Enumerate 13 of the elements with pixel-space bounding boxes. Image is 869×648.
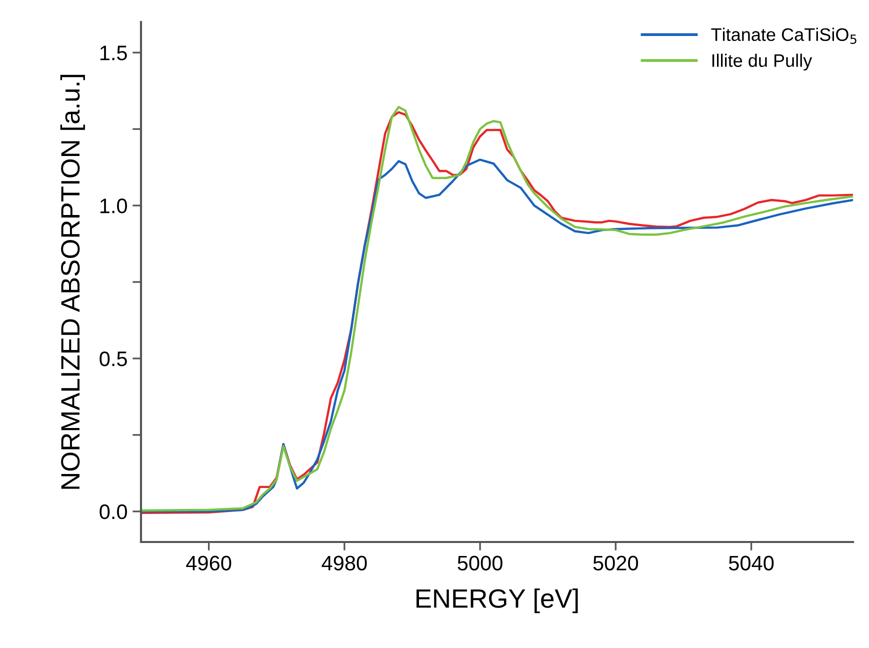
y-axis-title: NORMALIZED ABSORPTION [a.u.] bbox=[60, 74, 85, 489]
y-tick-label: 0.5 bbox=[100, 351, 127, 366]
x-axis-title: ENERGY [eV] bbox=[416, 588, 578, 614]
y-tick-label: 1.0 bbox=[100, 198, 127, 214]
x-tick-label: 4960 bbox=[186, 556, 232, 570]
y-tick-label: 1.5 bbox=[100, 46, 127, 60]
x-tick-label: 5040 bbox=[728, 556, 774, 570]
x-tick-label: 5020 bbox=[593, 556, 638, 570]
legend-label: Illite du Pully bbox=[712, 54, 812, 71]
x-tick-label: 4980 bbox=[322, 556, 367, 570]
legend-label: Titanate CaTiSiO$_{5}$ bbox=[711, 28, 856, 44]
y-tick-label: 0.0 bbox=[100, 504, 127, 520]
x-tick-label: 5000 bbox=[458, 556, 502, 570]
